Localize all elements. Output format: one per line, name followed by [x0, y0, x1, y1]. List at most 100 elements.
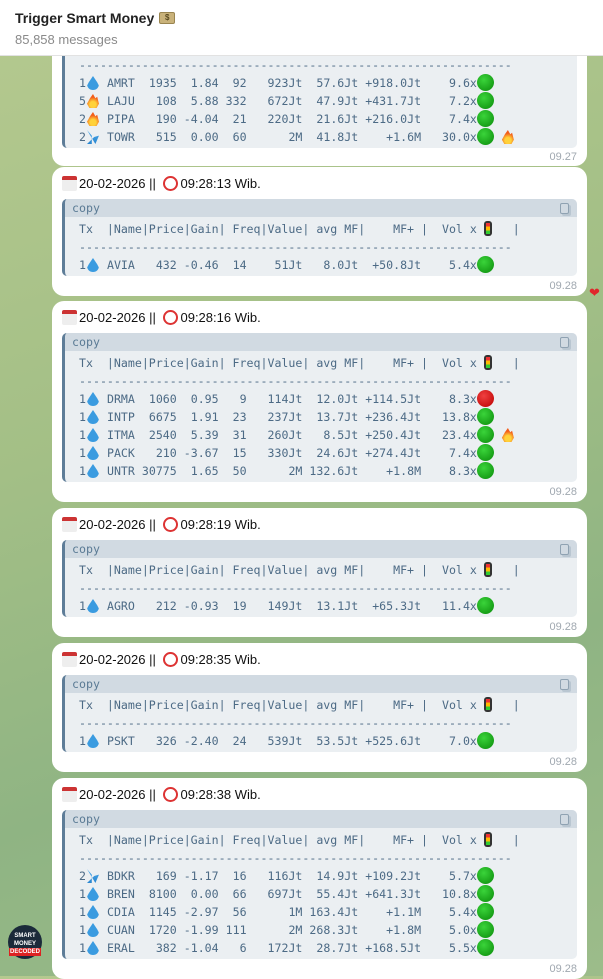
copy-icon[interactable]: [560, 813, 569, 825]
row-values: PIPA 190 -4.04 21 220Jt 21.6Jt +216.0Jt …: [99, 112, 477, 126]
message-time: 09.27: [549, 151, 577, 163]
calendar-icon: [62, 786, 77, 802]
separator: ||: [145, 516, 160, 532]
message-bubble[interactable]: 20-02-2026 || 09:28:19 Wib. copy Tx |Name|…: [52, 508, 587, 637]
message-time: 09.28: [549, 486, 577, 498]
copy-bar[interactable]: copy: [65, 810, 577, 828]
table-row: 1 UNTR 30775 1.65 50 2M 132.6Jt +1.8M 8.…: [79, 462, 494, 479]
table-row: 1 PACK 210 -3.67 15 330Jt 24.6Jt +274.4J…: [79, 444, 494, 461]
tx-count: 1: [79, 76, 86, 90]
alarm-clock-icon: [163, 516, 179, 532]
message-time: 09.28: [549, 621, 577, 633]
row-values: DRMA 1060 0.95 9 114Jt 12.0Jt +114.5Jt 8…: [99, 392, 477, 406]
copy-label[interactable]: copy: [72, 812, 100, 826]
green-circle-icon: [476, 597, 494, 614]
green-circle-icon: [476, 732, 494, 749]
tx-count: 1: [79, 923, 86, 937]
heart-reaction-icon[interactable]: ❤: [589, 285, 600, 300]
copy-label[interactable]: copy: [72, 201, 100, 215]
message-header: 20-02-2026 || 09:28:19 Wib.: [62, 514, 577, 534]
message-date: 20-02-2026: [79, 309, 146, 325]
code-block: ----------------------------------------…: [62, 56, 577, 148]
drop-icon: [86, 446, 99, 460]
divider-line: ----------------------------------------…: [79, 58, 512, 72]
divider-line: ----------------------------------------…: [79, 240, 512, 254]
divider-line: ----------------------------------------…: [79, 374, 512, 388]
code-content: Tx |Name|Price|Gain| Freq|Value| avg MF|…: [65, 217, 577, 276]
message-bubble[interactable]: 20-02-2026 || 09:28:16 Wib. copy Tx |Name|…: [52, 301, 587, 502]
copy-label[interactable]: copy: [72, 542, 100, 556]
green-circle-icon: [476, 110, 494, 127]
message-bubble[interactable]: ----------------------------------------…: [52, 56, 587, 166]
row-values: LAJU 108 5.88 332 672Jt 47.9Jt +431.7Jt …: [99, 94, 477, 108]
code-content: ----------------------------------------…: [65, 56, 577, 148]
message-bubble[interactable]: 20-02-2026 || 09:28:13 Wib. copy Tx |Name|…: [52, 167, 587, 296]
row-values: AMRT 1935 1.84 92 923Jt 57.6Jt +918.0Jt …: [99, 76, 477, 90]
table-row: 1 AMRT 1935 1.84 92 923Jt 57.6Jt +918.0J…: [79, 74, 494, 91]
traffic-light-icon: [483, 832, 492, 847]
copy-bar[interactable]: copy: [65, 540, 577, 558]
calendar-icon: [62, 175, 77, 191]
sweat-icon: [86, 130, 99, 144]
green-circle-icon: [476, 444, 494, 461]
copy-label[interactable]: copy: [72, 677, 100, 691]
fire-icon: [86, 112, 99, 126]
copy-icon[interactable]: [560, 543, 569, 555]
green-circle-icon: [476, 426, 494, 443]
message-clock: 09:28:13 Wib.: [180, 175, 261, 191]
calendar-icon: [62, 516, 77, 532]
table-row: 2 PIPA 190 -4.04 21 220Jt 21.6Jt +216.0J…: [79, 110, 494, 127]
row-values: AGRO 212 -0.93 19 149Jt 13.1Jt +65.3Jt 1…: [99, 599, 477, 613]
code-block: copy Tx |Name|Price|Gain| Freq|Value| avg…: [62, 810, 577, 959]
table-header-end: |: [491, 833, 520, 847]
copy-bar[interactable]: copy: [65, 333, 577, 351]
green-circle-icon: [476, 408, 494, 425]
copy-bar[interactable]: copy: [65, 199, 577, 217]
table-header: Tx |Name|Price|Gain| Freq|Value| avg MF|…: [79, 833, 484, 847]
green-circle-icon: [476, 462, 494, 479]
copy-bar[interactable]: copy: [65, 675, 577, 693]
drop-icon: [86, 887, 99, 901]
message-header: 20-02-2026 || 09:28:38 Wib.: [62, 784, 577, 804]
chat-header[interactable]: Trigger Smart Money $ 85,858 messages: [0, 0, 603, 56]
code-content: Tx |Name|Price|Gain| Freq|Value| avg MF|…: [65, 693, 577, 752]
message-bubble[interactable]: 20-02-2026 || 09:28:38 Wib. copy Tx |Name|…: [52, 778, 587, 979]
copy-label[interactable]: copy: [72, 335, 100, 349]
row-values: ITMA 2540 5.39 31 260Jt 8.5Jt +250.4Jt 2…: [99, 428, 477, 442]
channel-avatar[interactable]: SMART MONEY DECODED: [8, 925, 42, 959]
drop-icon: [86, 464, 99, 478]
traffic-light-icon: [483, 697, 492, 712]
code-content: Tx |Name|Price|Gain| Freq|Value| avg MF|…: [65, 828, 577, 959]
message-header: 20-02-2026 || 09:28:13 Wib.: [62, 173, 577, 193]
copy-icon[interactable]: [560, 678, 569, 690]
tx-count: 1: [79, 905, 86, 919]
table-header-end: |: [491, 698, 520, 712]
money-bag-icon: $: [159, 12, 176, 24]
message-header: 20-02-2026 || 09:28:16 Wib.: [62, 307, 577, 327]
row-values: AVIA 432 -0.46 14 51Jt 8.0Jt +50.8Jt 5.4…: [99, 258, 477, 272]
alarm-clock-icon: [163, 651, 179, 667]
code-content: Tx |Name|Price|Gain| Freq|Value| avg MF|…: [65, 351, 577, 482]
row-values: BDKR 169 -1.17 16 116Jt 14.9Jt +109.2Jt …: [99, 869, 477, 883]
tx-count: 1: [79, 446, 86, 460]
alarm-clock-icon: [163, 175, 179, 191]
message-bubble[interactable]: 20-02-2026 || 09:28:35 Wib. copy Tx |Name|…: [52, 643, 587, 772]
row-values: BREN 8100 0.00 66 697Jt 55.4Jt +641.3Jt …: [99, 887, 477, 901]
table-header-end: |: [491, 563, 520, 577]
tx-count: 1: [79, 258, 86, 272]
copy-icon[interactable]: [560, 202, 569, 214]
copy-icon[interactable]: [560, 336, 569, 348]
table-row: 1 CUAN 1720 -1.99 111 2M 268.3Jt +1.8M 5…: [79, 921, 494, 938]
table-row: 5 LAJU 108 5.88 332 672Jt 47.9Jt +431.7J…: [79, 92, 494, 109]
drop-icon: [86, 392, 99, 406]
divider-line: ----------------------------------------…: [79, 716, 512, 730]
fire-icon: [501, 130, 514, 144]
table-header-end: |: [491, 356, 520, 370]
table-row: 1 INTP 6675 1.91 23 237Jt 13.7Jt +236.4J…: [79, 408, 494, 425]
row-values: UNTR 30775 1.65 50 2M 132.6Jt +1.8M 8.3x: [99, 464, 477, 478]
red-circle-icon: [476, 390, 494, 407]
table-row: 1 AGRO 212 -0.93 19 149Jt 13.1Jt +65.3Jt…: [79, 597, 494, 614]
code-block: copy Tx |Name|Price|Gain| Freq|Value| avg…: [62, 675, 577, 752]
table-row: 1 ERAL 382 -1.04 6 172Jt 28.7Jt +168.5Jt…: [79, 939, 494, 956]
row-values: CUAN 1720 -1.99 111 2M 268.3Jt +1.8M 5.0…: [99, 923, 477, 937]
